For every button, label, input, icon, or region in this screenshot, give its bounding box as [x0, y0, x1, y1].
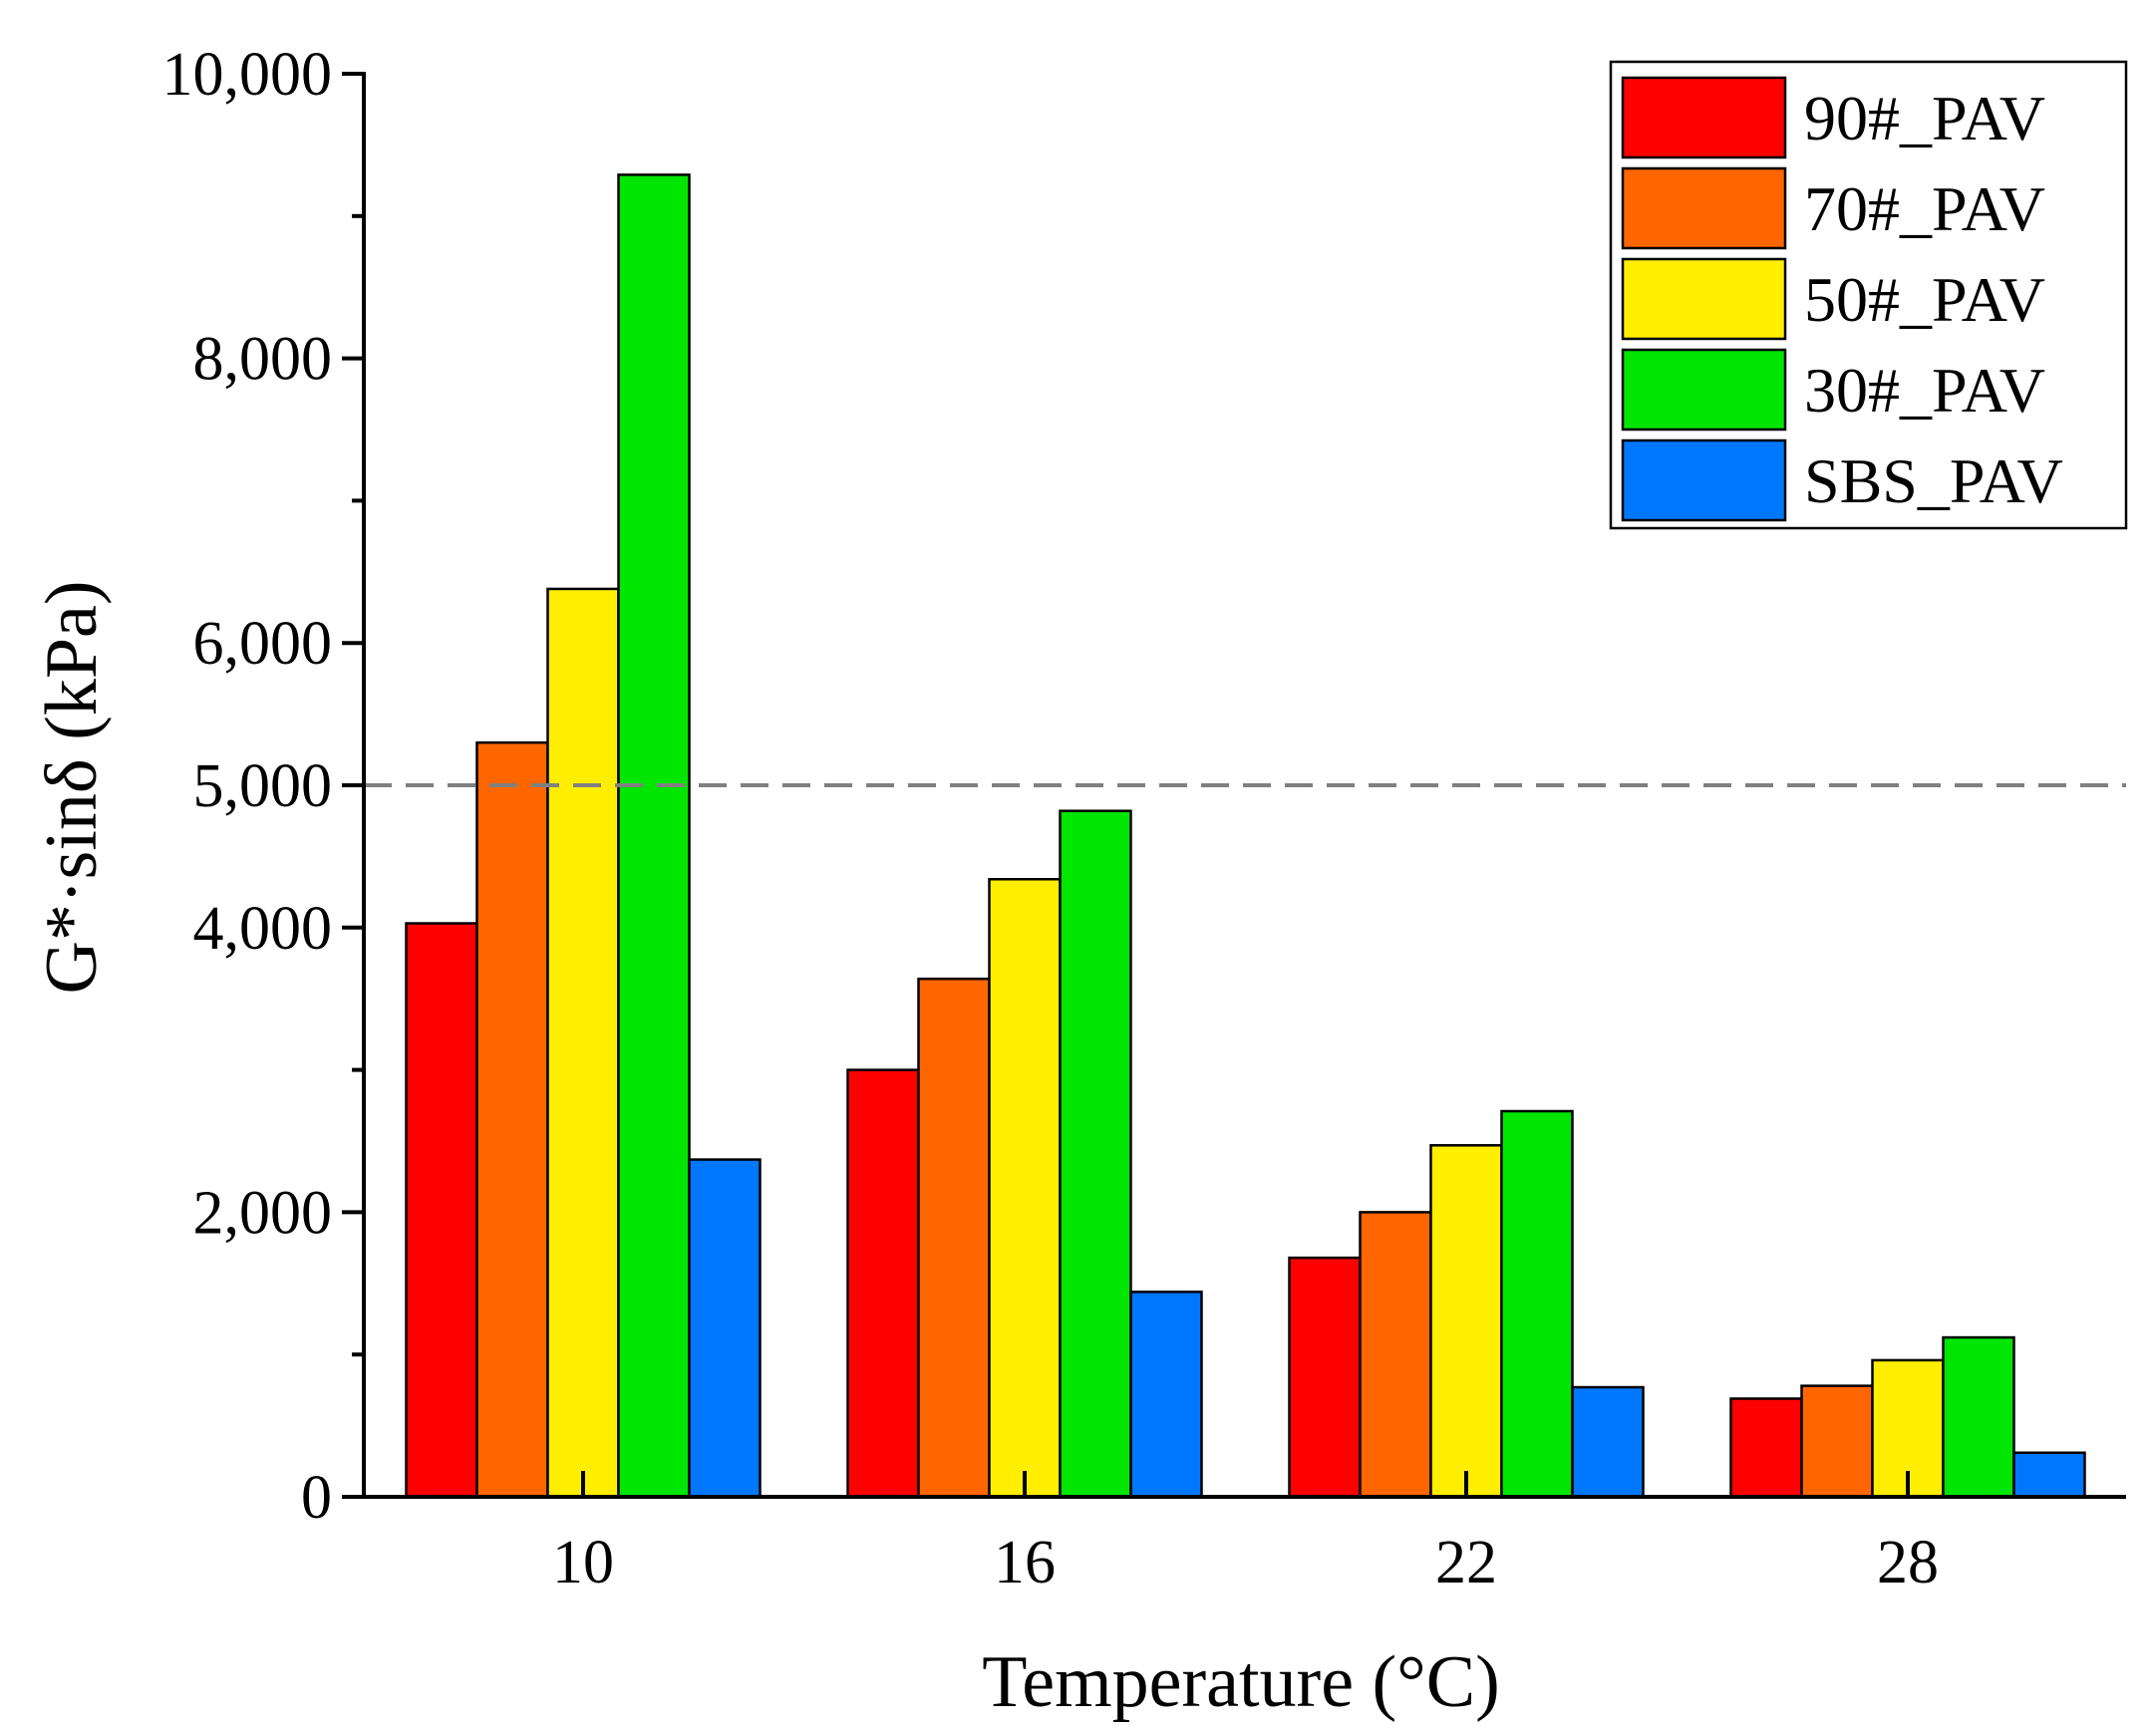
legend-label-70-pav: 70#_PAV [1804, 173, 2045, 244]
legend: 90#_PAV 70#_PAV 50#_PAV 30#_PAV SBS_PAV [1609, 60, 2128, 530]
bar-90-pav-22 [1288, 1256, 1362, 1499]
y-axis-title: G*·sinδ (kPa) [31, 580, 113, 994]
bar-50-pav-10 [546, 587, 620, 1499]
legend-swatch-50-pav [1621, 257, 1787, 341]
bars-group [405, 173, 2086, 1499]
legend-label-50-pav: 50#_PAV [1804, 264, 2045, 335]
legend-label-90-pav: 90#_PAV [1804, 83, 2045, 153]
bar-70-pav-28 [1800, 1384, 1874, 1499]
bar-sbs-pav-22 [1571, 1385, 1645, 1499]
bar-90-pav-28 [1729, 1397, 1803, 1499]
bar-90-pav-16 [846, 1068, 920, 1499]
y-tick-label-5000: 5,000 [193, 752, 333, 820]
y-tick-label-0: 0 [301, 1464, 332, 1532]
y-tick-label-6000: 6,000 [193, 610, 333, 678]
bar-sbs-pav-28 [2012, 1451, 2086, 1499]
bar-70-pav-22 [1359, 1211, 1432, 1499]
legend-swatch-70-pav [1621, 166, 1787, 250]
bar-70-pav-16 [917, 977, 991, 1499]
x-tick-label-10: 10 [552, 1529, 614, 1596]
bar-50-pav-16 [988, 877, 1062, 1499]
bar-30-pav-22 [1500, 1109, 1574, 1499]
x-tick-label-28: 28 [1877, 1529, 1939, 1596]
bar-sbs-pav-10 [688, 1158, 762, 1499]
bar-90-pav-10 [405, 922, 478, 1499]
y-tick-label-2000: 2,000 [193, 1179, 333, 1247]
x-tick-label-22: 22 [1435, 1529, 1497, 1596]
axes-group: 0 2,000 4,000 5,000 6,000 8,000 10,000 10 16 22 28 [162, 41, 2126, 1596]
legend-swatch-90-pav [1621, 76, 1787, 159]
legend-label-30-pav: 30#_PAV [1804, 355, 2045, 426]
bar-70-pav-10 [475, 740, 549, 1499]
y-tick-label-10000: 10,000 [162, 41, 333, 109]
x-tick-label-16: 16 [994, 1529, 1056, 1596]
legend-swatch-sbs-pav [1621, 438, 1787, 522]
legend-swatch-30-pav [1621, 348, 1787, 432]
bar-50-pav-22 [1429, 1144, 1503, 1499]
y-tick-label-4000: 4,000 [193, 895, 333, 963]
bar-sbs-pav-16 [1129, 1291, 1203, 1499]
legend-label-sbs-pav: SBS_PAV [1804, 445, 2063, 516]
bar-30-pav-28 [1942, 1335, 2015, 1499]
x-axis-title: Temperature (°C) [982, 1641, 1500, 1723]
bar-30-pav-10 [617, 173, 691, 1499]
y-tick-label-8000: 8,000 [193, 326, 333, 394]
bar-30-pav-16 [1059, 809, 1132, 1499]
